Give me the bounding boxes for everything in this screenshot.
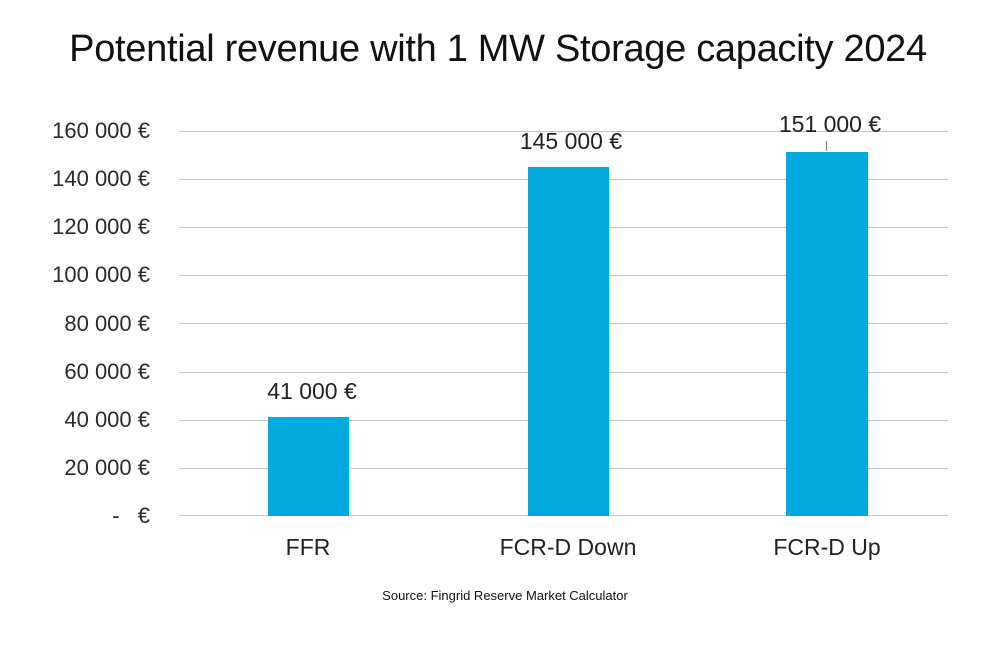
data-label-leader-line <box>826 141 827 151</box>
x-tick-label-ffr: FFR <box>285 534 331 560</box>
y-tick-label: - € <box>112 503 150 528</box>
bar-fcr-d-up <box>786 152 868 516</box>
data-label-ffr: 41 000 € <box>267 378 357 404</box>
y-tick-label: 40 000 € <box>64 407 150 432</box>
y-tick-label: 80 000 € <box>64 311 150 336</box>
data-label-fcr-d-up: 151 000 € <box>778 111 882 137</box>
y-tick-label: 20 000 € <box>64 455 150 480</box>
y-tick-label: 60 000 € <box>64 359 150 384</box>
x-tick-label-fcr-d-down: FCR-D Down <box>499 534 637 560</box>
y-tick-label: 100 000 € <box>52 262 150 287</box>
y-tick-label: 160 000 € <box>52 118 150 143</box>
bar-ffr <box>268 417 349 516</box>
source-note: Source: Fingrid Reserve Market Calculato… <box>382 588 628 603</box>
chart-title: Potential revenue with 1 MW Storage capa… <box>69 28 927 70</box>
y-tick-label: 120 000 € <box>52 214 150 239</box>
y-tick-label: 140 000 € <box>52 166 150 191</box>
x-tick-label-fcr-d-up: FCR-D Up <box>773 534 881 560</box>
gridline <box>179 131 948 132</box>
bar-fcr-d-down <box>528 167 609 516</box>
data-label-fcr-d-down: 145 000 € <box>519 128 623 154</box>
plot-area <box>179 131 948 516</box>
